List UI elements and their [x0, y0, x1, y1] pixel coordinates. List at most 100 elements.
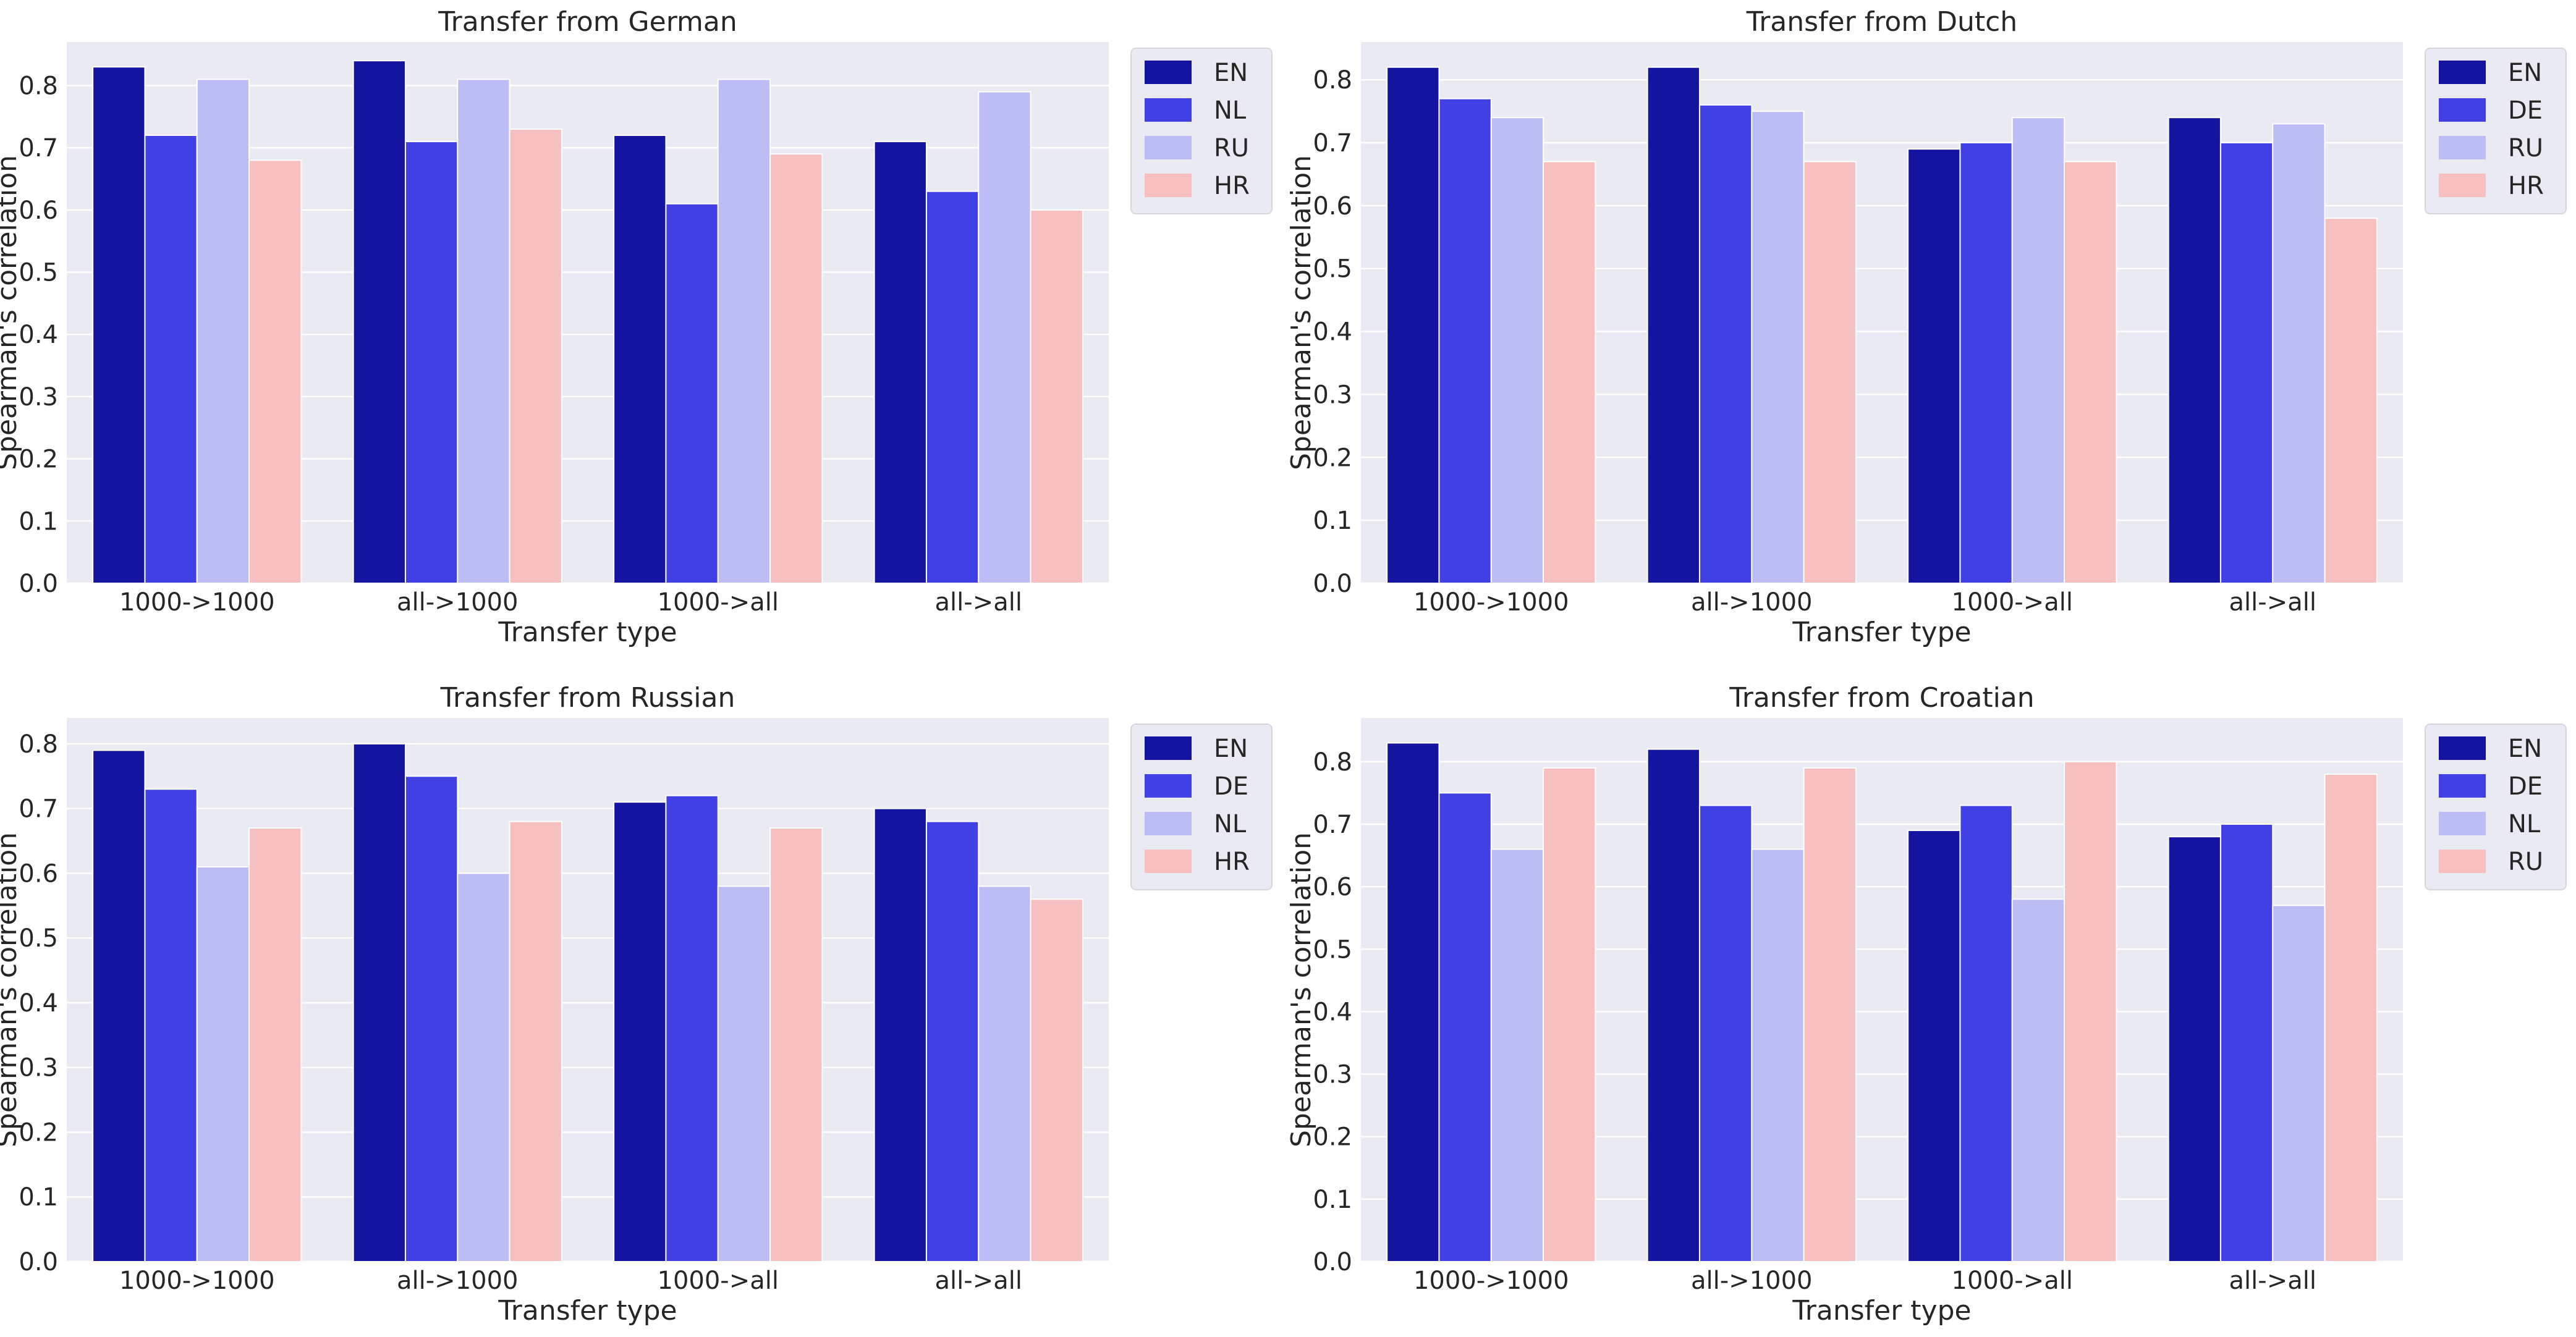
legend-label-en: EN	[1214, 735, 1248, 763]
chart-title: Transfer from Dutch	[1746, 6, 2017, 38]
bar-ru-3	[2011, 117, 2065, 584]
bar-nl-4	[925, 190, 980, 584]
y-tick-label: 0.4	[19, 989, 58, 1018]
x-tick-label: 1000->all	[1952, 588, 2073, 617]
y-tick-label: 0.2	[19, 445, 58, 474]
y-tick-label: 0.6	[19, 196, 58, 225]
legend-swatch-en	[2439, 736, 2486, 760]
bar-en-2	[1646, 748, 1700, 1262]
legend-label-en: EN	[2508, 735, 2542, 763]
y-tick-label: 0.7	[19, 134, 58, 162]
legend-label-hr: HR	[1214, 848, 1250, 876]
bar-de-3	[665, 795, 719, 1262]
bar-en-4	[873, 808, 927, 1262]
y-tick-label: 0.1	[19, 1183, 58, 1212]
x-tick-label: 1000->1000	[1413, 588, 1569, 617]
x-tick-label: all->all	[2229, 1267, 2316, 1295]
x-axis-label: Transfer type	[1792, 1295, 1971, 1326]
y-tick-label: 0.5	[1313, 935, 1352, 964]
legend-swatch-en	[1145, 736, 1192, 760]
bar-ru-3	[717, 78, 771, 584]
bar-en-2	[352, 60, 406, 584]
y-tick-label: 0.8	[19, 730, 58, 759]
bar-de-1	[1438, 792, 1492, 1262]
bar-en-1	[1386, 66, 1440, 584]
legend-label-de: DE	[2508, 96, 2543, 125]
bar-nl-1	[196, 866, 250, 1262]
legend-label-ru: RU	[2508, 134, 2543, 162]
bar-ru-1	[196, 78, 250, 584]
bar-ru-2	[1751, 111, 1805, 584]
bar-hr-1	[248, 159, 302, 584]
legend-swatch-en	[1145, 61, 1192, 84]
bar-hr-1	[248, 827, 302, 1262]
legend-label-nl: NL	[2508, 810, 2541, 838]
bar-nl-4	[2272, 905, 2326, 1262]
x-tick-label: all->1000	[397, 1267, 518, 1295]
bar-de-1	[144, 788, 198, 1262]
legend-label-nl: NL	[1214, 96, 1247, 125]
bar-hr-3	[769, 827, 823, 1262]
bar-nl-2	[457, 872, 511, 1262]
y-tick-label: 0.2	[1313, 1123, 1352, 1152]
legend-swatch-nl	[1145, 812, 1192, 835]
legend-label-en: EN	[2508, 59, 2542, 87]
bar-hr-2	[1803, 161, 1857, 584]
x-tick-label: all->1000	[397, 588, 518, 617]
legend-label-de: DE	[1214, 772, 1248, 801]
y-tick-label: 0.2	[1313, 444, 1352, 472]
bar-hr-2	[509, 128, 562, 584]
bar-ru-4	[2324, 774, 2378, 1262]
y-tick-label: 0.1	[1313, 507, 1352, 535]
bar-en-2	[352, 743, 406, 1262]
x-tick-label: 1000->1000	[119, 1267, 275, 1295]
bar-hr-4	[1030, 209, 1083, 584]
bar-de-4	[2219, 823, 2274, 1262]
y-axis-label: Spearman's correlation	[1286, 832, 1317, 1147]
bar-en-2	[1646, 66, 1700, 584]
y-axis-label: Spearman's correlation	[0, 832, 23, 1147]
y-tick-label: 0.8	[19, 72, 58, 100]
y-tick-label: 0.4	[1313, 318, 1352, 347]
legend-swatch-nl	[2439, 812, 2486, 835]
bar-ru-4	[978, 91, 1032, 584]
y-tick-label: 0.8	[1313, 748, 1352, 777]
bar-en-4	[2167, 836, 2221, 1263]
legend-swatch-hr	[2439, 174, 2486, 197]
y-tick-label: 0.1	[1313, 1186, 1352, 1214]
bar-ru-2	[1803, 767, 1857, 1262]
legend-swatch-ru	[2439, 136, 2486, 159]
legend-label-nl: NL	[1214, 810, 1247, 838]
y-tick-label: 0.7	[1313, 811, 1352, 839]
legend-swatch-de	[2439, 98, 2486, 122]
bar-ru-1	[1543, 767, 1596, 1262]
legend-swatch-hr	[1145, 850, 1192, 873]
legend-label-hr: HR	[1214, 172, 1250, 200]
y-tick-label: 0.3	[1313, 1061, 1352, 1089]
x-tick-label: 1000->all	[1952, 1267, 2073, 1295]
bar-ru-2	[457, 78, 511, 584]
bar-hr-2	[509, 820, 562, 1262]
x-tick-label: all->1000	[1691, 1267, 1812, 1295]
legend-swatch-de	[2439, 774, 2486, 798]
y-tick-label: 0.1	[19, 507, 58, 536]
bar-de-3	[1959, 141, 2013, 584]
x-axis-label: Transfer type	[498, 1295, 677, 1326]
bar-en-3	[1907, 148, 1961, 584]
x-axis-label: Transfer type	[498, 617, 677, 648]
y-tick-label: 0.5	[19, 924, 58, 953]
bar-nl-3	[665, 203, 719, 584]
bar-hr-4	[2324, 217, 2378, 584]
bar-de-2	[1698, 104, 1753, 584]
y-tick-label: 0.7	[19, 795, 58, 824]
x-tick-label: 1000->1000	[119, 588, 275, 617]
legend-swatch-en	[2439, 61, 2486, 84]
legend: EN DE NL RU	[2425, 723, 2567, 890]
y-tick-label: 0.0	[19, 1248, 58, 1276]
legend-label-de: DE	[2508, 772, 2543, 801]
chart-panel-2: 0.0 0.1 0.2 0.3 0.4 0.5 0.6 0.7 0.8 1000->1000 all…	[1286, 6, 2567, 648]
y-tick-label: 0.4	[19, 321, 58, 349]
x-axis-label: Transfer type	[1792, 617, 1971, 648]
bar-de-3	[1959, 804, 2013, 1263]
bar-nl-3	[2011, 898, 2065, 1263]
